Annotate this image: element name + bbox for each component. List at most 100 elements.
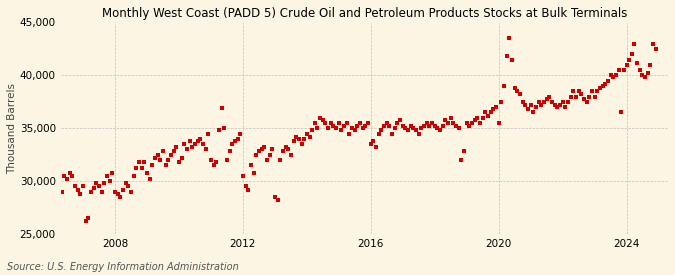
Point xyxy=(568,89,578,94)
Point xyxy=(600,82,611,86)
Point xyxy=(238,174,248,178)
Point xyxy=(99,181,110,185)
Point xyxy=(219,126,230,130)
Point xyxy=(147,163,158,167)
Point xyxy=(643,71,653,75)
Point xyxy=(320,121,331,125)
Point xyxy=(648,42,659,46)
Point xyxy=(78,184,88,189)
Point xyxy=(398,124,408,128)
Point xyxy=(472,116,483,120)
Point xyxy=(427,121,437,125)
Point xyxy=(88,186,99,191)
Point xyxy=(139,160,150,164)
Point xyxy=(328,124,339,128)
Point xyxy=(554,103,565,107)
Point xyxy=(437,124,448,128)
Point xyxy=(347,126,358,130)
Point xyxy=(565,94,576,99)
Point xyxy=(512,89,522,94)
Point xyxy=(243,187,254,192)
Point xyxy=(371,145,381,149)
Point xyxy=(80,219,91,224)
Point xyxy=(557,100,568,104)
Point xyxy=(275,158,286,162)
Point xyxy=(499,84,510,88)
Point xyxy=(299,137,310,141)
Point xyxy=(168,149,179,154)
Point xyxy=(59,174,70,178)
Point xyxy=(163,158,173,162)
Point xyxy=(632,60,643,65)
Point xyxy=(312,126,323,130)
Point xyxy=(502,54,512,59)
Point xyxy=(536,103,547,107)
Point xyxy=(403,128,414,133)
Point xyxy=(376,128,387,133)
Point xyxy=(317,118,328,122)
Point xyxy=(475,121,485,125)
Point xyxy=(613,68,624,72)
Point xyxy=(283,147,294,152)
Point xyxy=(392,121,403,125)
Point xyxy=(640,75,651,80)
Point xyxy=(651,47,661,51)
Point xyxy=(315,116,325,120)
Point xyxy=(280,145,291,149)
Point xyxy=(206,158,217,162)
Point xyxy=(203,131,214,136)
Point xyxy=(230,139,240,143)
Point xyxy=(192,139,203,143)
Point xyxy=(221,158,232,162)
Point xyxy=(227,142,238,146)
Point xyxy=(302,131,313,136)
Point xyxy=(531,105,541,109)
Point xyxy=(514,92,525,97)
Point xyxy=(269,195,280,199)
Point xyxy=(355,121,366,125)
Point xyxy=(344,131,355,136)
Point xyxy=(216,106,227,110)
Point xyxy=(264,152,275,157)
Point xyxy=(109,189,120,194)
Point xyxy=(629,42,640,46)
Point xyxy=(517,100,528,104)
Point xyxy=(645,63,656,67)
Point xyxy=(541,97,552,101)
Point xyxy=(102,174,113,178)
Point xyxy=(405,124,416,128)
Point xyxy=(248,170,259,175)
Point xyxy=(429,124,440,128)
Point xyxy=(235,131,246,136)
Point xyxy=(112,192,123,196)
Point xyxy=(387,131,398,136)
Point xyxy=(589,94,600,99)
Point xyxy=(424,124,435,128)
Point xyxy=(504,36,515,40)
Point xyxy=(179,142,190,146)
Point xyxy=(288,139,299,143)
Point xyxy=(520,103,531,107)
Point xyxy=(360,124,371,128)
Point xyxy=(469,118,480,122)
Point xyxy=(339,124,350,128)
Point xyxy=(150,156,161,160)
Point xyxy=(198,142,209,146)
Point xyxy=(418,124,429,128)
Point xyxy=(491,105,502,109)
Point xyxy=(634,68,645,72)
Point xyxy=(581,100,592,104)
Point xyxy=(597,84,608,88)
Point xyxy=(456,158,466,162)
Point xyxy=(496,100,507,104)
Point xyxy=(61,177,72,181)
Point xyxy=(549,103,560,107)
Point xyxy=(381,121,392,125)
Point xyxy=(142,170,153,175)
Point xyxy=(578,97,589,101)
Point xyxy=(51,202,62,207)
Point xyxy=(224,149,235,154)
Point xyxy=(246,163,256,167)
Point xyxy=(91,181,102,185)
Point xyxy=(176,156,187,160)
